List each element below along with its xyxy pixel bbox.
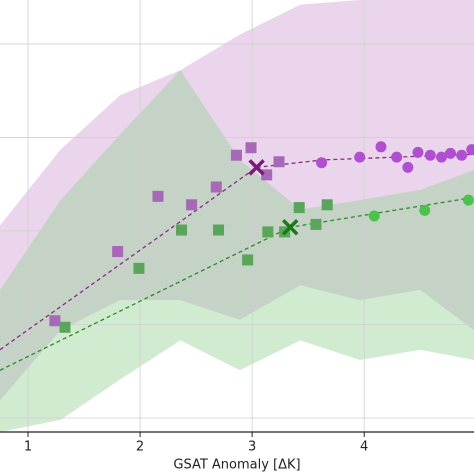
square-point <box>261 169 273 181</box>
square-point <box>293 202 305 214</box>
square-point <box>230 149 242 161</box>
circle-point <box>424 149 436 161</box>
x-tick-label: 4 <box>360 440 368 455</box>
square-point <box>273 156 285 168</box>
circle-point <box>391 151 403 163</box>
x-tick-label: 1 <box>24 440 32 455</box>
band <box>0 70 474 432</box>
square-point <box>186 199 198 211</box>
square-point <box>310 218 322 230</box>
square-point <box>59 321 71 333</box>
square-point <box>245 142 257 154</box>
circle-point <box>462 194 474 206</box>
x-tick-label: 3 <box>248 440 256 455</box>
x-axis-label: GSAT Anomaly [ΔK] <box>173 458 300 473</box>
square-point <box>262 226 274 238</box>
square-point <box>176 224 188 236</box>
square-point <box>210 181 222 193</box>
circle-point <box>412 146 424 158</box>
square-point <box>242 254 254 266</box>
circle-point <box>354 151 366 163</box>
x-point <box>281 218 299 236</box>
band <box>0 0 474 401</box>
circle-point <box>316 157 328 169</box>
circle-point <box>436 151 448 163</box>
circle-point <box>368 210 380 222</box>
square-point <box>112 246 124 258</box>
x-point <box>248 159 265 176</box>
square-point <box>133 262 145 274</box>
square-point <box>213 224 225 236</box>
square-point <box>49 315 61 327</box>
x-tick-label: 2 <box>136 440 144 455</box>
circle-point <box>456 149 468 161</box>
square-point <box>321 199 333 211</box>
square-point <box>152 190 164 202</box>
circle-point <box>402 161 414 173</box>
circle-point <box>375 141 387 153</box>
circle-point <box>419 204 431 216</box>
circle-point <box>444 147 456 159</box>
circle-point <box>466 144 474 156</box>
